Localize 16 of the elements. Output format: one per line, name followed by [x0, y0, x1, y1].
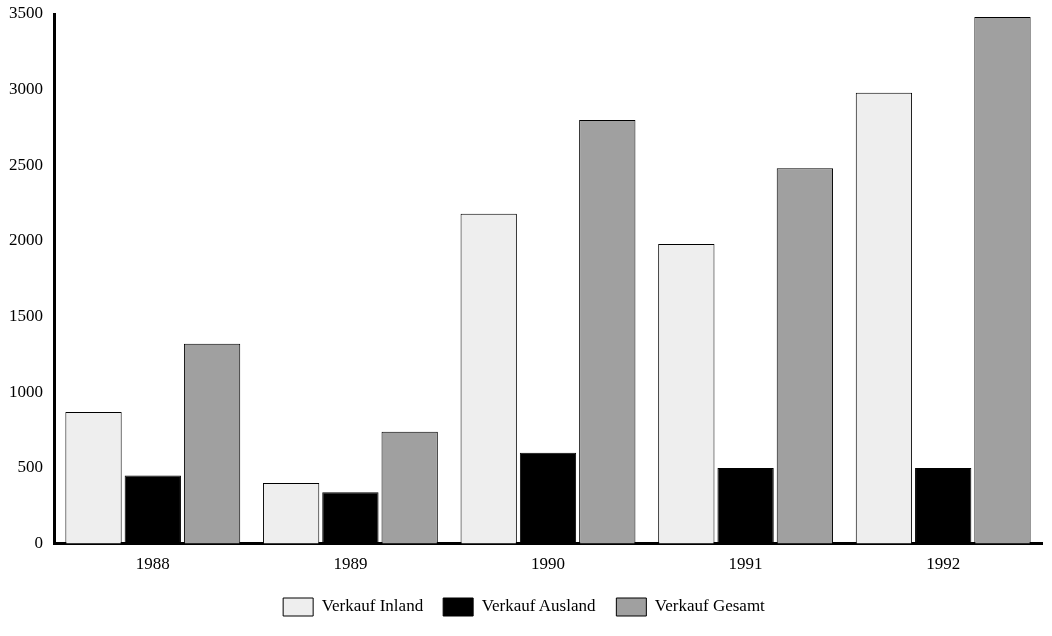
x-tick-label: 1988: [135, 554, 170, 574]
y-tick-label: 2000: [9, 230, 43, 250]
y-tick-label: 1500: [9, 306, 43, 326]
y-tick-label: 500: [17, 457, 43, 477]
x-tick-label: 1990: [531, 554, 565, 574]
y-tick-label: 0: [34, 533, 43, 553]
legend-label: Verkauf Inland: [321, 596, 424, 616]
y-tick-label: 1000: [9, 381, 43, 401]
x-tick-label: 1991: [728, 554, 763, 574]
x-tick-label: 1989: [333, 554, 368, 574]
y-tick-label: 3000: [9, 79, 43, 99]
legend-label: Verkauf Gesamt: [654, 596, 766, 616]
legend-label: Verkauf Ausland: [481, 596, 596, 616]
y-tick-label: 2500: [9, 154, 43, 174]
x-tick-label: 1992: [926, 554, 961, 574]
y-tick-label: 3500: [9, 3, 43, 23]
